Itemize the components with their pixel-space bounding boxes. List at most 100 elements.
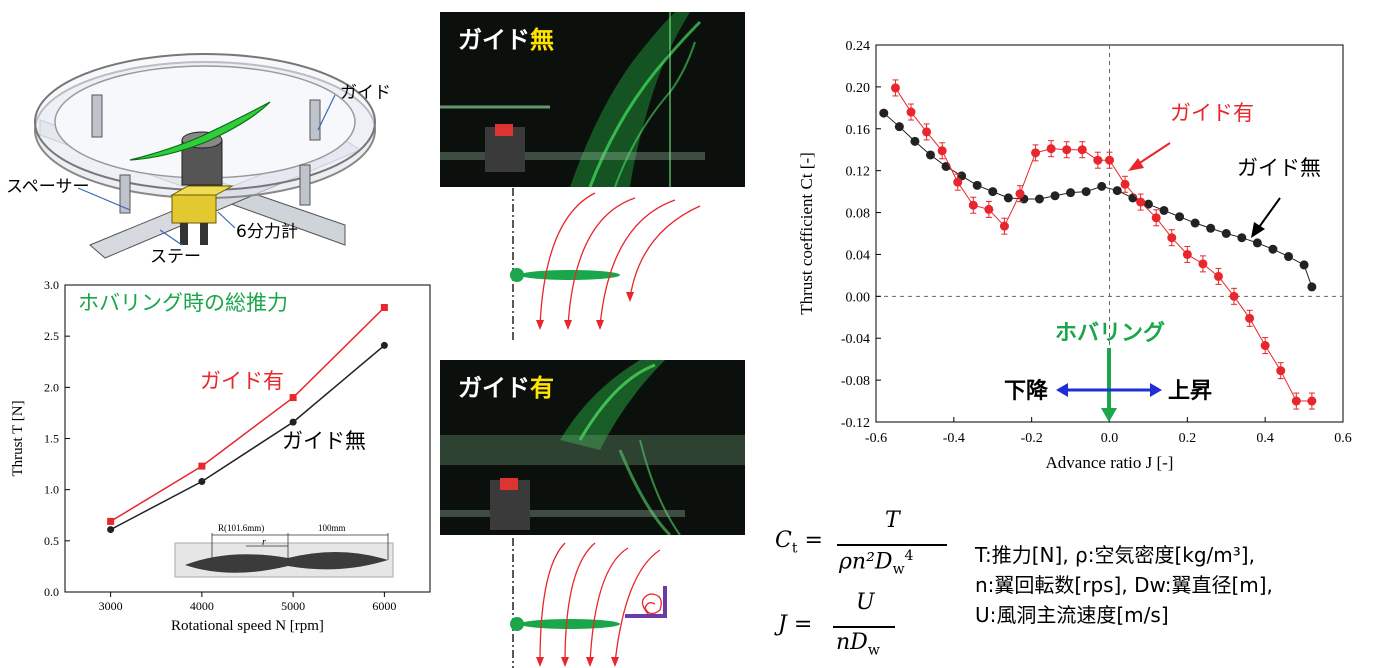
- rc-data-point: [1229, 291, 1239, 301]
- j-formula: J = U nDw: [778, 590, 918, 662]
- lc-y-tick-label: 1.5: [44, 432, 59, 446]
- rc-data-point: [1066, 188, 1076, 198]
- rc-data-point: [910, 136, 920, 146]
- rc-y-axis-label: Thrust coefficient Ct [-]: [797, 152, 816, 315]
- lc-y-axis-label: Thrust T [N]: [10, 400, 26, 476]
- rc-data-point: [890, 83, 900, 93]
- guide-without-annotation: ガイド無: [282, 429, 366, 453]
- lc-x-tick-label: 6000: [372, 599, 396, 613]
- rc-x-tick-label: -0.2: [1021, 431, 1043, 446]
- rc-data-point: [984, 204, 994, 214]
- balance-label: 6分力計: [236, 222, 298, 242]
- thrust-vs-rpm-chart: 3000 4000 5000 6000 0.0 0.5 1.0 1.5 2.0 2.5 3.0 Rot…: [10, 278, 431, 634]
- rc-data-point: [988, 187, 998, 197]
- rc-data-point: [1077, 145, 1087, 155]
- rc-y-tick-label: 0.04: [846, 248, 871, 263]
- rc-y-tick-label: 0.16: [846, 123, 871, 138]
- rc-data-point: [1221, 229, 1231, 238]
- rc-data-point: [1097, 181, 1107, 191]
- streamline-diagram-with-guide: [510, 538, 667, 668]
- rc-data-point: [1034, 194, 1044, 204]
- flow-photo-no-guide: ガイド無: [440, 12, 745, 187]
- rc-data-point: [1237, 233, 1247, 243]
- rc-data-point: [1062, 145, 1072, 155]
- rc-data-point: [1050, 191, 1060, 201]
- rc-data-point: [1136, 197, 1146, 207]
- propeller-R-label: R(101.6mm): [218, 523, 264, 533]
- rc-y-tick-label: 0.12: [846, 165, 871, 180]
- thrust-coefficient-vs-advance-ratio-chart: -0.6 -0.4 -0.2 0.0 0.2 0.4 0.6 -0.12 -0.08 -0.04 0…: [797, 39, 1352, 472]
- rc-data-point: [1268, 244, 1278, 254]
- rc-data-point: [1182, 249, 1192, 259]
- propeller-100mm-label: 100mm: [318, 523, 346, 533]
- rc-y-tick-label: -0.08: [841, 374, 870, 389]
- definition-line-3: U:風洞主流速度[m/s]: [975, 603, 1169, 627]
- lc-data-point: [198, 462, 206, 470]
- rc-data-point: [1015, 189, 1025, 199]
- lc-series-line: [110, 306, 385, 523]
- rc-data-point: [879, 108, 889, 118]
- guide-label: ガイド: [340, 83, 391, 103]
- rc-ascend-annotation: 上昇: [1168, 379, 1212, 404]
- variable-definitions: T:推力[N], ρ:空気密度[kg/m³], n:翼回転数[rps], Dw:…: [975, 540, 1273, 630]
- rc-data-point: [1245, 313, 1255, 323]
- rc-data-point: [1307, 282, 1317, 292]
- ct-formula: Ct = T ρn²Dw4: [775, 508, 975, 578]
- lc-y-tick-label: 3.0: [44, 278, 59, 292]
- rc-data-point: [968, 200, 978, 210]
- rc-y-tick-label: 0.20: [846, 81, 871, 96]
- rc-data-point: [1003, 193, 1013, 203]
- rc-y-tick-label: 0.08: [846, 207, 871, 222]
- guide-with-annotation: ガイド有: [200, 369, 284, 393]
- rc-y-tick-label: 0.24: [846, 39, 871, 54]
- propeller-photo-inset: R(101.6mm) r 100mm: [174, 523, 394, 578]
- lc-data-point: [198, 477, 206, 485]
- rc-hovering-annotation: ホバリング: [1055, 320, 1165, 346]
- rc-data-point: [922, 127, 932, 137]
- lc-x-tick-label: 3000: [99, 599, 123, 613]
- rc-data-point: [1206, 223, 1216, 233]
- lc-y-tick-label: 0.0: [44, 585, 59, 599]
- rc-data-point: [1284, 252, 1294, 262]
- rc-data-point: [1260, 341, 1270, 351]
- lc-data-point: [289, 394, 297, 402]
- rc-data-point: [1175, 212, 1185, 222]
- rc-x-tick-label: 0.0: [1101, 431, 1119, 446]
- rc-data-point: [1159, 205, 1169, 215]
- lc-data-point: [380, 304, 388, 312]
- rc-data-point: [1093, 155, 1103, 165]
- photo-label-no-guide: ガイド無: [458, 26, 554, 54]
- lc-data-point: [107, 526, 115, 534]
- rc-y-tick-label: -0.12: [841, 416, 870, 431]
- propeller-r-label: r: [262, 537, 266, 548]
- rc-data-point: [1112, 186, 1122, 196]
- rc-data-point: [1213, 271, 1223, 281]
- definition-line-1: T:推力[N], ρ:空気密度[kg/m³],: [975, 543, 1255, 567]
- rc-data-point: [972, 180, 982, 190]
- rc-data-point: [1167, 233, 1177, 243]
- rc-descend-annotation: 下降: [1004, 379, 1049, 404]
- rc-data-point: [1046, 144, 1056, 154]
- rc-x-tick-label: 0.4: [1256, 431, 1274, 446]
- rc-series-line: [895, 87, 1312, 402]
- lc-data-point: [289, 418, 297, 426]
- spacer-label: スペーサー: [6, 177, 89, 197]
- rc-guide-with-annotation: ガイド有: [1170, 101, 1254, 125]
- rc-data-point: [1252, 238, 1262, 248]
- lc-y-tick-label: 0.5: [44, 534, 59, 548]
- rc-data-point: [1190, 218, 1200, 228]
- rc-data-point: [1120, 179, 1130, 189]
- rc-guide-without-annotation: ガイド無: [1237, 156, 1321, 180]
- rc-x-tick-label: 0.6: [1334, 431, 1352, 446]
- rc-data-point: [999, 221, 1009, 231]
- lc-y-tick-label: 2.0: [44, 380, 59, 394]
- stay-label: ステー: [150, 247, 201, 267]
- flow-photo-with-guide: ガイド有: [440, 360, 745, 535]
- lc-y-tick-label: 2.5: [44, 329, 59, 343]
- rc-data-point: [937, 146, 947, 156]
- rc-data-point: [1081, 187, 1091, 197]
- rc-data-point: [1299, 260, 1309, 270]
- lc-y-tick-label: 1.0: [44, 483, 59, 497]
- streamline-diagram-no-guide: [510, 188, 701, 340]
- definition-line-2: n:翼回転数[rps], Dw:翼直径[m],: [975, 573, 1273, 597]
